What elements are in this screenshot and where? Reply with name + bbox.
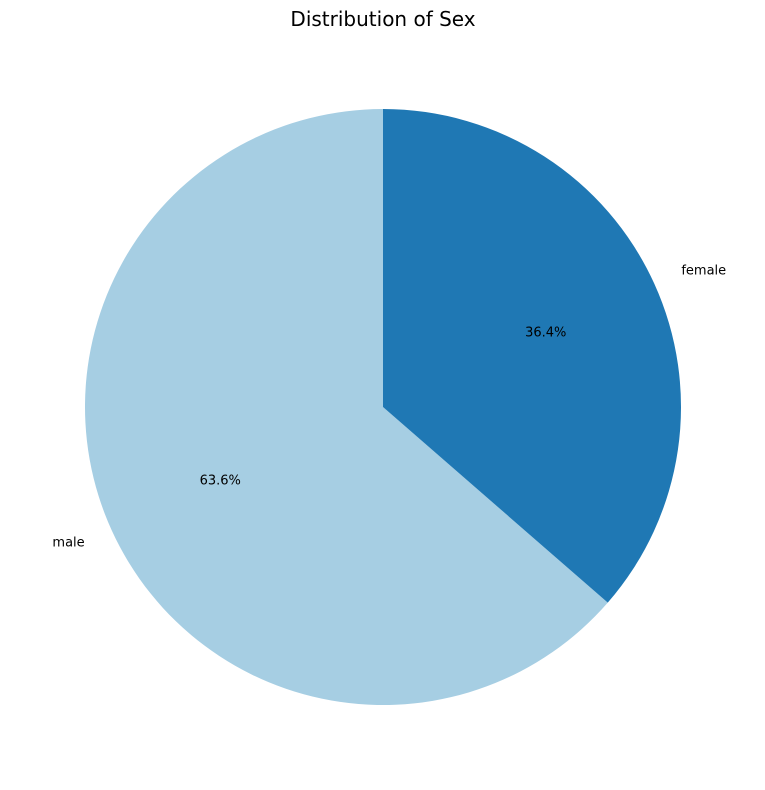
pct-label-male: 63.6% — [200, 474, 241, 489]
chart-title: Distribution of Sex — [290, 7, 475, 31]
pie-slice-male — [84, 109, 608, 705]
pct-label-female: 36.4% — [525, 325, 566, 340]
slice-label-male: male — [52, 535, 84, 550]
pie-labels: male 63.6% female 36.4% — [52, 264, 726, 551]
pie-slices — [84, 109, 681, 705]
pie-slice-female — [383, 109, 681, 603]
slice-label-female: female — [681, 264, 726, 279]
